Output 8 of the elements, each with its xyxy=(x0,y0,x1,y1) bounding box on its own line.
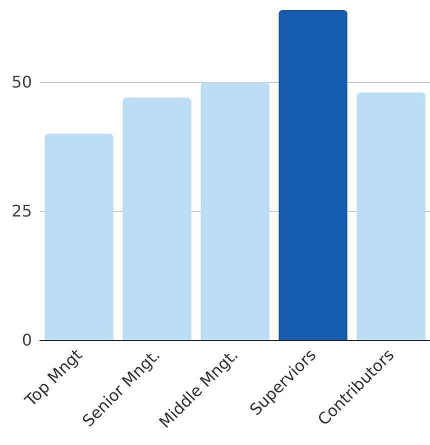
y-tick-label: 0 xyxy=(22,330,32,350)
bar xyxy=(278,10,348,340)
bar xyxy=(356,92,426,340)
bar xyxy=(122,98,192,340)
bar xyxy=(44,134,114,340)
bar xyxy=(200,82,270,340)
y-tick-label: 25 xyxy=(12,202,32,221)
y-tick-label: 50 xyxy=(12,72,32,92)
